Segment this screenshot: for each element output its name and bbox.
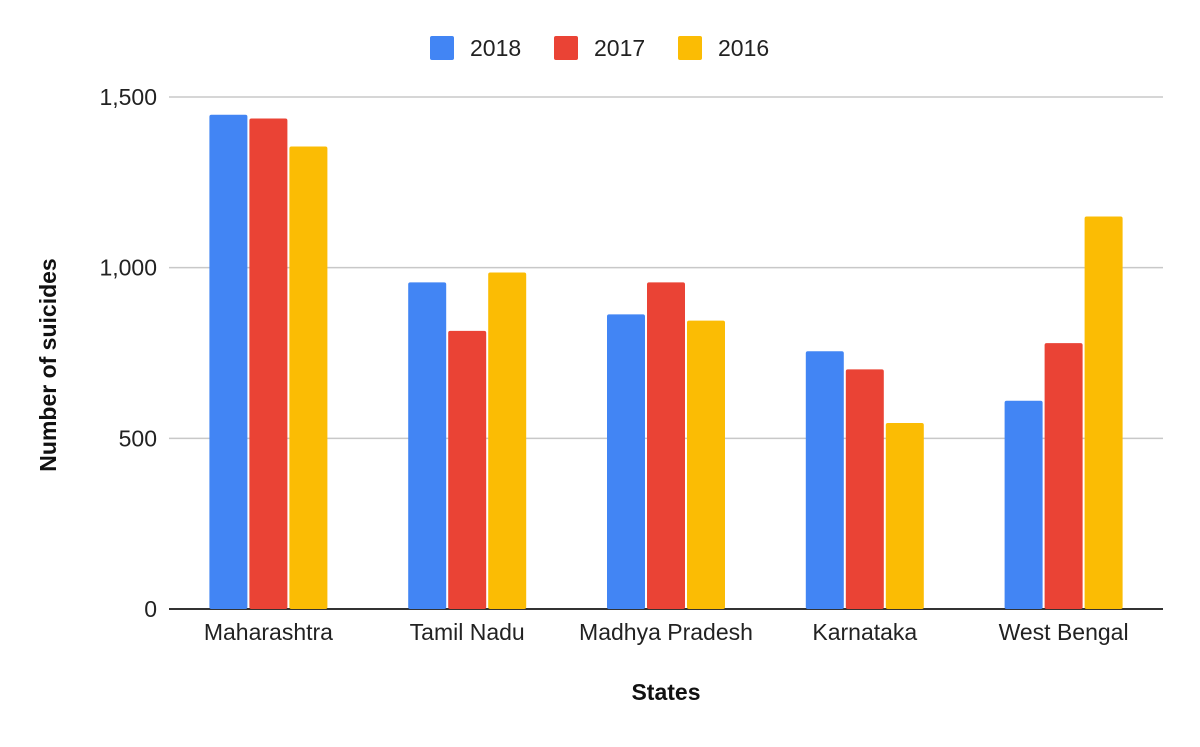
bar-2018-tamil-nadu[interactable] <box>408 282 447 609</box>
bars <box>209 114 1123 610</box>
bar-2017-madhya-pradesh[interactable] <box>647 282 685 609</box>
legend-item-2018[interactable]: 2018 <box>430 35 521 61</box>
legend[interactable]: 2018 2017 2016 <box>430 35 769 61</box>
bar-2018-maharashtra[interactable] <box>209 114 248 610</box>
bar-2016-karnataka[interactable] <box>885 422 924 609</box>
legend-label: 2016 <box>718 35 769 61</box>
y-tick-label: 0 <box>144 596 157 622</box>
x-axis-title: States <box>631 679 700 705</box>
bar-2016-tamil-nadu[interactable] <box>488 272 527 609</box>
y-tick-label: 1,500 <box>99 84 157 110</box>
legend-swatch <box>430 36 454 60</box>
bar-2016-maharashtra[interactable] <box>289 146 328 609</box>
y-axis-ticks: 0 500 1,000 1,500 <box>99 84 157 622</box>
legend-label: 2018 <box>470 35 521 61</box>
x-tick-label: Madhya Pradesh <box>579 619 753 645</box>
legend-item-2016[interactable]: 2016 <box>678 35 769 61</box>
y-axis-title: Number of suicides <box>35 258 61 471</box>
legend-label: 2017 <box>594 35 645 61</box>
bar-2017-maharashtra[interactable] <box>249 118 288 609</box>
x-axis-ticks: Maharashtra Tamil Nadu Madhya Pradesh Karna… <box>204 619 1129 645</box>
bar-2017-west-bengal[interactable] <box>1044 343 1083 609</box>
bar-2016-madhya-pradesh[interactable] <box>687 320 725 609</box>
bar-2018-karnataka[interactable] <box>805 351 844 609</box>
legend-swatch <box>678 36 702 60</box>
x-tick-label: Karnataka <box>812 619 917 645</box>
bar-2016-west-bengal[interactable] <box>1084 216 1123 609</box>
bar-2017-karnataka[interactable] <box>845 369 884 609</box>
bar-2017-tamil-nadu[interactable] <box>448 330 487 609</box>
x-tick-label: West Bengal <box>999 619 1129 645</box>
x-tick-label: Tamil Nadu <box>410 619 525 645</box>
y-tick-label: 500 <box>119 425 157 451</box>
legend-item-2017[interactable]: 2017 <box>554 35 645 61</box>
legend-swatch <box>554 36 578 60</box>
x-tick-label: Maharashtra <box>204 619 333 645</box>
y-tick-label: 1,000 <box>99 255 157 281</box>
bar-2018-madhya-pradesh[interactable] <box>607 314 645 609</box>
bar-2018-west-bengal[interactable] <box>1004 400 1043 609</box>
